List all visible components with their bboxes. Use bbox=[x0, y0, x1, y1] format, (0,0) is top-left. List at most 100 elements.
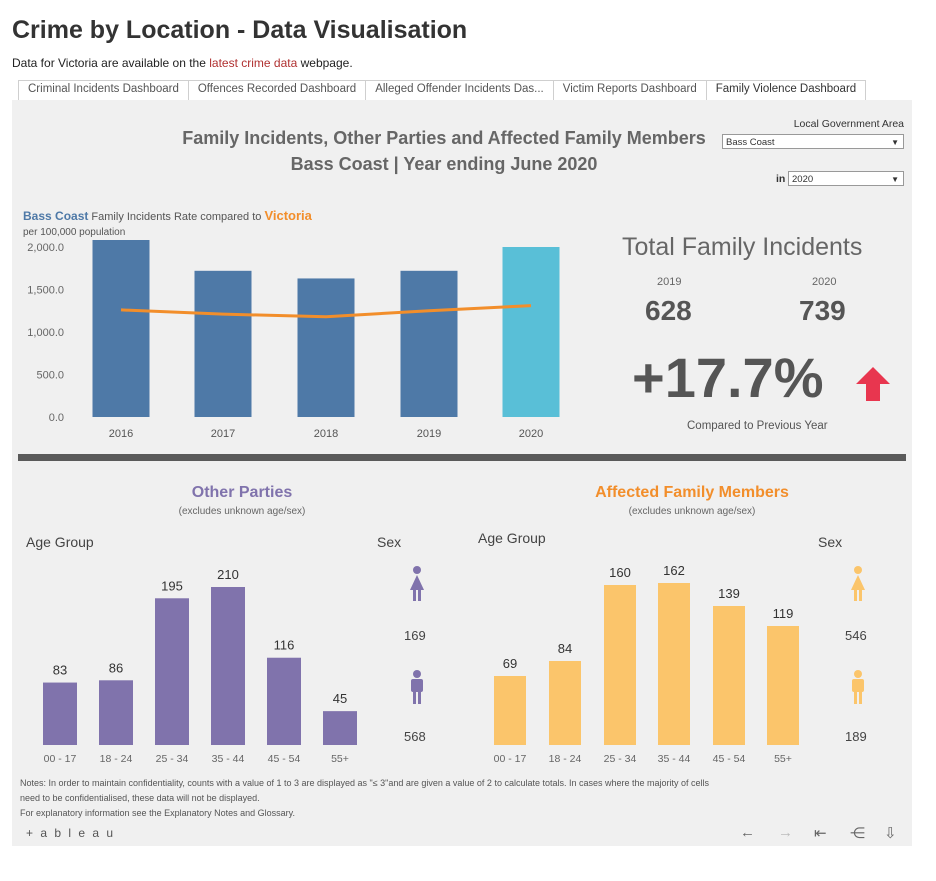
y-tick-label: 1,500.0 bbox=[27, 285, 64, 297]
bar-value-label: 116 bbox=[274, 638, 295, 653]
rate-bar bbox=[92, 240, 150, 417]
age-group-label: 55+ bbox=[774, 753, 792, 765]
redo-icon[interactable]: → bbox=[778, 824, 793, 841]
age-group-label: 25 - 34 bbox=[156, 753, 189, 765]
other-parties-age-chart: 83 00 - 17 86 18 - 24 195 25 - 34 210 35 - 44 11… bbox=[43, 567, 357, 765]
tab-alleged-offender[interactable]: Alleged Offender Incidents Das... bbox=[365, 80, 554, 100]
female-icon bbox=[410, 566, 424, 601]
age-bar bbox=[494, 676, 526, 745]
percent-change: +17.7% bbox=[632, 346, 824, 409]
age-bar bbox=[155, 598, 189, 745]
other-parties-age-label: Age Group bbox=[26, 534, 94, 550]
age-group-label: 18 - 24 bbox=[549, 753, 582, 765]
up-arrow-icon bbox=[856, 367, 890, 401]
tab-offences-recorded[interactable]: Offences Recorded Dashboard bbox=[187, 80, 367, 100]
age-bar bbox=[211, 587, 245, 745]
age-group-label: 55+ bbox=[331, 753, 349, 765]
other-parties-sex-label: Sex bbox=[377, 534, 402, 550]
age-bar bbox=[767, 626, 799, 745]
age-bar bbox=[43, 682, 77, 745]
bar-value-label: 195 bbox=[161, 578, 183, 593]
rate-legend: Bass Coast Family Incidents Rate compare… bbox=[23, 208, 312, 223]
age-bar bbox=[658, 583, 690, 745]
age-bar bbox=[604, 585, 636, 745]
chevron-down-icon: ▼ bbox=[891, 138, 899, 147]
age-group-label: 18 - 24 bbox=[100, 753, 133, 765]
x-tick-label: 2019 bbox=[417, 428, 441, 440]
undo-icon[interactable]: ← bbox=[740, 824, 755, 841]
incident-count-curr: 739 bbox=[799, 295, 846, 326]
incident-count-prev: 628 bbox=[645, 295, 692, 326]
age-bar bbox=[713, 606, 745, 745]
x-tick-label: 2018 bbox=[314, 428, 338, 440]
tab-family-violence[interactable]: Family Violence Dashboard bbox=[705, 80, 867, 100]
chevron-down-icon: ▼ bbox=[891, 175, 899, 184]
female-icon bbox=[851, 566, 865, 601]
affected-members-age-chart: 69 00 - 17 84 18 - 24 160 25 - 34 162 35 - 44 13… bbox=[494, 563, 799, 765]
year-filter-label: in bbox=[776, 173, 786, 185]
bar-value-label: 86 bbox=[109, 660, 123, 675]
tab-criminal-incidents[interactable]: Criminal Incidents Dashboard bbox=[18, 80, 189, 100]
bar-value-label: 45 bbox=[333, 691, 347, 706]
rate-unit: per 100,000 population bbox=[23, 227, 126, 238]
lga-filter-label: Local Government Area bbox=[793, 118, 904, 130]
affected-sex-label: Sex bbox=[818, 534, 843, 550]
age-group-label: 25 - 34 bbox=[604, 753, 637, 765]
share-icon[interactable]: ⋲ bbox=[850, 825, 865, 842]
affected-members-title: Affected Family Members bbox=[595, 484, 789, 501]
dashboard-panel: Family Incidents, Other Parties and Affe… bbox=[12, 100, 912, 846]
notes-text: Notes: In order to maintain confidential… bbox=[20, 778, 710, 818]
rate-bar bbox=[400, 270, 458, 417]
rate-bar bbox=[194, 270, 252, 417]
other-parties-title: Other Parties bbox=[191, 484, 293, 501]
other-parties-subtitle: (excludes unknown age/sex) bbox=[178, 506, 306, 517]
x-tick-label: 2020 bbox=[519, 428, 543, 440]
bar-value-label: 83 bbox=[53, 663, 67, 678]
tab-victim-reports[interactable]: Victim Reports Dashboard bbox=[552, 80, 707, 100]
bar-value-label: 119 bbox=[773, 606, 794, 621]
year-curr-label: 2020 bbox=[812, 276, 837, 288]
bar-value-label: 139 bbox=[718, 586, 740, 601]
latest-crime-data-link[interactable]: latest crime data bbox=[209, 56, 298, 70]
male-icon bbox=[852, 670, 864, 704]
compare-caption: Compared to Previous Year bbox=[687, 420, 828, 432]
y-tick-label: 2,000.0 bbox=[27, 242, 64, 254]
affected-male-count: 189 bbox=[845, 729, 867, 744]
other-female-count: 169 bbox=[404, 628, 426, 643]
download-icon[interactable]: ⇩ bbox=[884, 825, 897, 842]
age-group-label: 45 - 54 bbox=[268, 753, 301, 765]
lga-select[interactable]: Bass Coast ▼ bbox=[722, 134, 904, 149]
bar-value-label: 210 bbox=[217, 567, 239, 582]
bar-value-label: 84 bbox=[558, 641, 572, 656]
revert-icon[interactable]: ⇤ bbox=[814, 825, 827, 842]
age-group-label: 45 - 54 bbox=[713, 753, 746, 765]
victoria-rate-line bbox=[120, 304, 532, 319]
x-tick-label: 2016 bbox=[109, 428, 133, 440]
year-select[interactable]: 2020 ▼ bbox=[788, 171, 904, 186]
section-divider bbox=[18, 454, 906, 461]
rate-bar bbox=[502, 247, 560, 417]
age-bar bbox=[549, 661, 581, 745]
y-tick-label: 1,000.0 bbox=[27, 327, 64, 339]
year-prev-label: 2019 bbox=[657, 276, 682, 288]
bar-value-label: 160 bbox=[609, 565, 631, 580]
age-group-label: 00 - 17 bbox=[494, 753, 527, 765]
dashboard-subtitle: Bass Coast | Year ending June 2020 bbox=[290, 154, 598, 174]
age-group-label: 00 - 17 bbox=[44, 753, 77, 765]
male-icon bbox=[411, 670, 423, 704]
age-bar bbox=[323, 711, 357, 745]
affected-age-label: Age Group bbox=[478, 530, 546, 546]
age-group-label: 35 - 44 bbox=[658, 753, 691, 765]
rate-bar bbox=[297, 278, 355, 417]
y-tick-label: 0.0 bbox=[49, 412, 64, 424]
page-subtitle: Data for Victoria are available on the l… bbox=[12, 56, 353, 70]
page-title: Crime by Location - Data Visualisation bbox=[12, 16, 468, 44]
other-male-count: 568 bbox=[404, 729, 426, 744]
dashboard-tabs: Criminal Incidents Dashboard Offences Re… bbox=[18, 80, 867, 100]
age-group-label: 35 - 44 bbox=[212, 753, 245, 765]
tableau-logo[interactable]: + a b l e a u bbox=[26, 826, 116, 840]
affected-members-subtitle: (excludes unknown age/sex) bbox=[628, 506, 756, 517]
affected-female-count: 546 bbox=[845, 628, 867, 643]
bar-value-label: 69 bbox=[503, 656, 517, 671]
y-tick-label: 500.0 bbox=[36, 370, 64, 382]
